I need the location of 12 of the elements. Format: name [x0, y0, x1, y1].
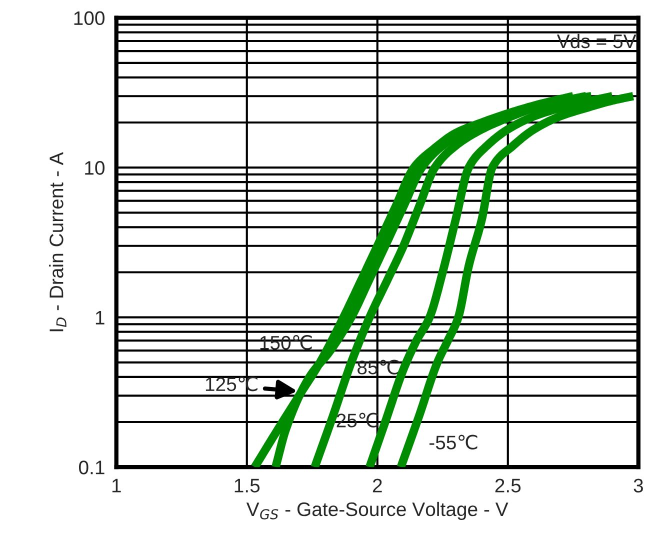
x-tick-label: 2.5 — [495, 478, 521, 492]
x-tick-label: 1 — [112, 478, 121, 492]
x-axis-title: V$_{GS}$ - Gate-Source Voltage - V — [246, 502, 508, 520]
y-tick-label: 100 — [74, 11, 105, 26]
y-tick-label: 10 — [85, 161, 105, 175]
annotation: -55℃ — [429, 434, 478, 450]
y-tick-label: 0.1 — [78, 460, 104, 474]
x-tick-label: 1.5 — [234, 478, 260, 492]
x-tick-label: 2 — [372, 478, 382, 492]
y-tick-label: 1 — [96, 311, 104, 324]
y-axis-title: I$_{D}$ - Drain Current - A — [49, 152, 66, 332]
x-tick-label: 3 — [634, 478, 643, 492]
